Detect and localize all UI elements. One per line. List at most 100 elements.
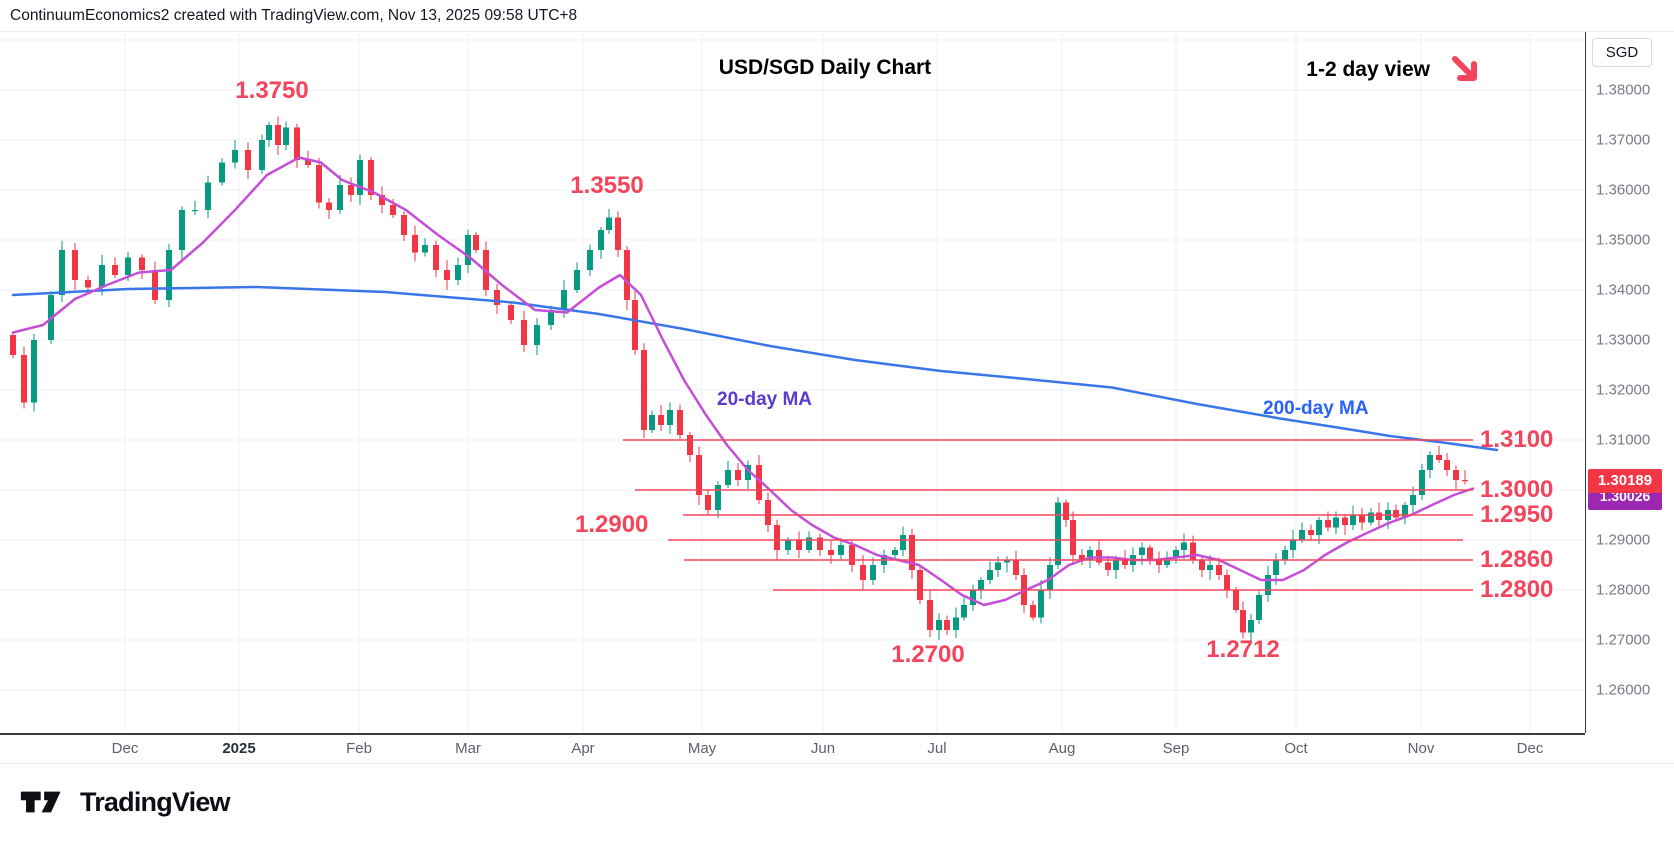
candle-body xyxy=(1316,520,1322,535)
candle-body xyxy=(99,265,105,288)
candles-layer xyxy=(10,116,1468,642)
candle-body xyxy=(774,525,780,550)
x-tick-label[interactable]: Jul xyxy=(927,740,947,757)
candle-body xyxy=(817,537,823,550)
x-tick-label[interactable]: Oct xyxy=(1284,740,1308,757)
candle-body xyxy=(1299,530,1305,540)
candle-body xyxy=(785,540,791,550)
candle-body xyxy=(892,550,898,555)
candle-body xyxy=(465,235,471,265)
candle-body xyxy=(433,245,439,270)
candle-body xyxy=(368,160,374,195)
y-tick-label: 1.27000 xyxy=(1596,631,1651,649)
x-tick-label[interactable]: Sep xyxy=(1162,740,1190,757)
candle-body xyxy=(232,150,238,163)
candle-body xyxy=(1122,560,1128,565)
candle-body xyxy=(561,290,567,310)
candle-body xyxy=(667,410,673,425)
view-horizon-note: 1-2 day view xyxy=(1306,58,1430,81)
ma20-line xyxy=(11,156,1475,607)
candle-body xyxy=(59,250,65,295)
candle-body xyxy=(357,160,363,195)
last-price-badge: 1.30189 xyxy=(1588,468,1662,493)
y-tick-label: 1.35000 xyxy=(1596,231,1651,249)
candle-body xyxy=(259,140,265,170)
candle-body xyxy=(587,250,593,270)
chart-title: USD/SGD Daily Chart xyxy=(718,56,932,79)
candle-body xyxy=(152,270,158,300)
candle-body xyxy=(641,350,647,430)
candle-body xyxy=(10,335,16,355)
candle-body xyxy=(687,435,693,455)
bearish-arrow-icon xyxy=(1452,56,1477,81)
candle-body xyxy=(179,210,185,250)
chart-plot-area[interactable] xyxy=(0,32,1585,733)
candle-body xyxy=(85,280,91,288)
x-tick-label[interactable]: Jun xyxy=(810,740,836,757)
candle-body xyxy=(987,570,993,580)
candle-body xyxy=(1224,575,1230,590)
x-tick-label[interactable]: Nov xyxy=(1407,740,1435,757)
x-tick-label[interactable]: 2025 xyxy=(222,740,256,757)
candle-body xyxy=(444,270,450,280)
x-tick-label[interactable]: Dec xyxy=(1516,740,1544,757)
candle-body xyxy=(534,325,540,345)
candle-body xyxy=(192,210,198,212)
candle-body xyxy=(455,265,461,280)
candle-body xyxy=(275,125,281,145)
time-axis[interactable]: Dec 2025 Feb Mar Apr May Jun Jul Aug Sep Oct Nov Dec xyxy=(0,735,1674,763)
attribution-text: ContinuumEconomics2 created with Trading… xyxy=(10,7,578,24)
candle-body xyxy=(390,205,396,215)
candle-body xyxy=(927,600,933,630)
candle-body xyxy=(316,165,322,203)
x-tick-label[interactable]: May xyxy=(687,740,717,757)
candle-body xyxy=(970,590,976,605)
x-tick-label[interactable]: Mar xyxy=(455,740,481,757)
y-tick-label: 1.33000 xyxy=(1596,331,1651,349)
candle-body xyxy=(860,565,866,580)
x-tick-label[interactable]: Apr xyxy=(571,740,595,757)
candle-body xyxy=(294,127,300,160)
candle-body xyxy=(615,217,621,250)
symbol-chip[interactable]: SGD xyxy=(1592,38,1652,67)
candle-body xyxy=(548,310,554,325)
candle-body xyxy=(1139,547,1145,555)
candle-body xyxy=(245,150,251,170)
candle-body xyxy=(1376,512,1382,520)
candle-body xyxy=(1216,565,1222,575)
candle-body xyxy=(1207,565,1213,570)
y-tick-label: 1.38000 xyxy=(1596,81,1651,99)
y-tick-label: 1.26000 xyxy=(1596,681,1651,699)
candle-body xyxy=(1342,517,1348,525)
candle-body xyxy=(677,410,683,435)
candle-body xyxy=(658,415,664,425)
candle-body xyxy=(1333,517,1339,528)
candle-body xyxy=(125,257,131,275)
candle-body xyxy=(828,550,834,555)
x-tick-label[interactable]: Aug xyxy=(1048,740,1076,757)
candle-body xyxy=(1055,502,1061,565)
gridlines xyxy=(0,33,1585,733)
candle-body xyxy=(1147,547,1153,560)
candle-body xyxy=(1359,515,1365,523)
candle-body xyxy=(696,455,702,495)
candle-body xyxy=(909,535,915,570)
candle-body xyxy=(1453,470,1459,480)
candle-body xyxy=(1173,550,1179,558)
candle-body xyxy=(735,470,741,480)
candle-body xyxy=(756,465,762,500)
candle-body xyxy=(348,185,354,195)
x-tick-label[interactable]: Dec xyxy=(111,740,139,757)
candle-body xyxy=(632,300,638,350)
candle-body xyxy=(1273,560,1279,575)
candle-body xyxy=(1013,560,1019,575)
candle-body xyxy=(21,355,27,403)
candle-body xyxy=(1030,605,1036,618)
x-tick-label[interactable]: Feb xyxy=(346,740,372,757)
candle-body xyxy=(1393,510,1399,518)
y-tick-label: 1.34000 xyxy=(1596,281,1651,299)
y-tick-label: 1.29000 xyxy=(1596,531,1651,549)
tradingview-logo[interactable]: TradingView xyxy=(20,784,231,820)
candle-body xyxy=(1105,562,1111,570)
price-axis[interactable]: SGD 1.38000 1.37000 1.36000 1.35000 1.34000 1… xyxy=(1585,32,1674,733)
